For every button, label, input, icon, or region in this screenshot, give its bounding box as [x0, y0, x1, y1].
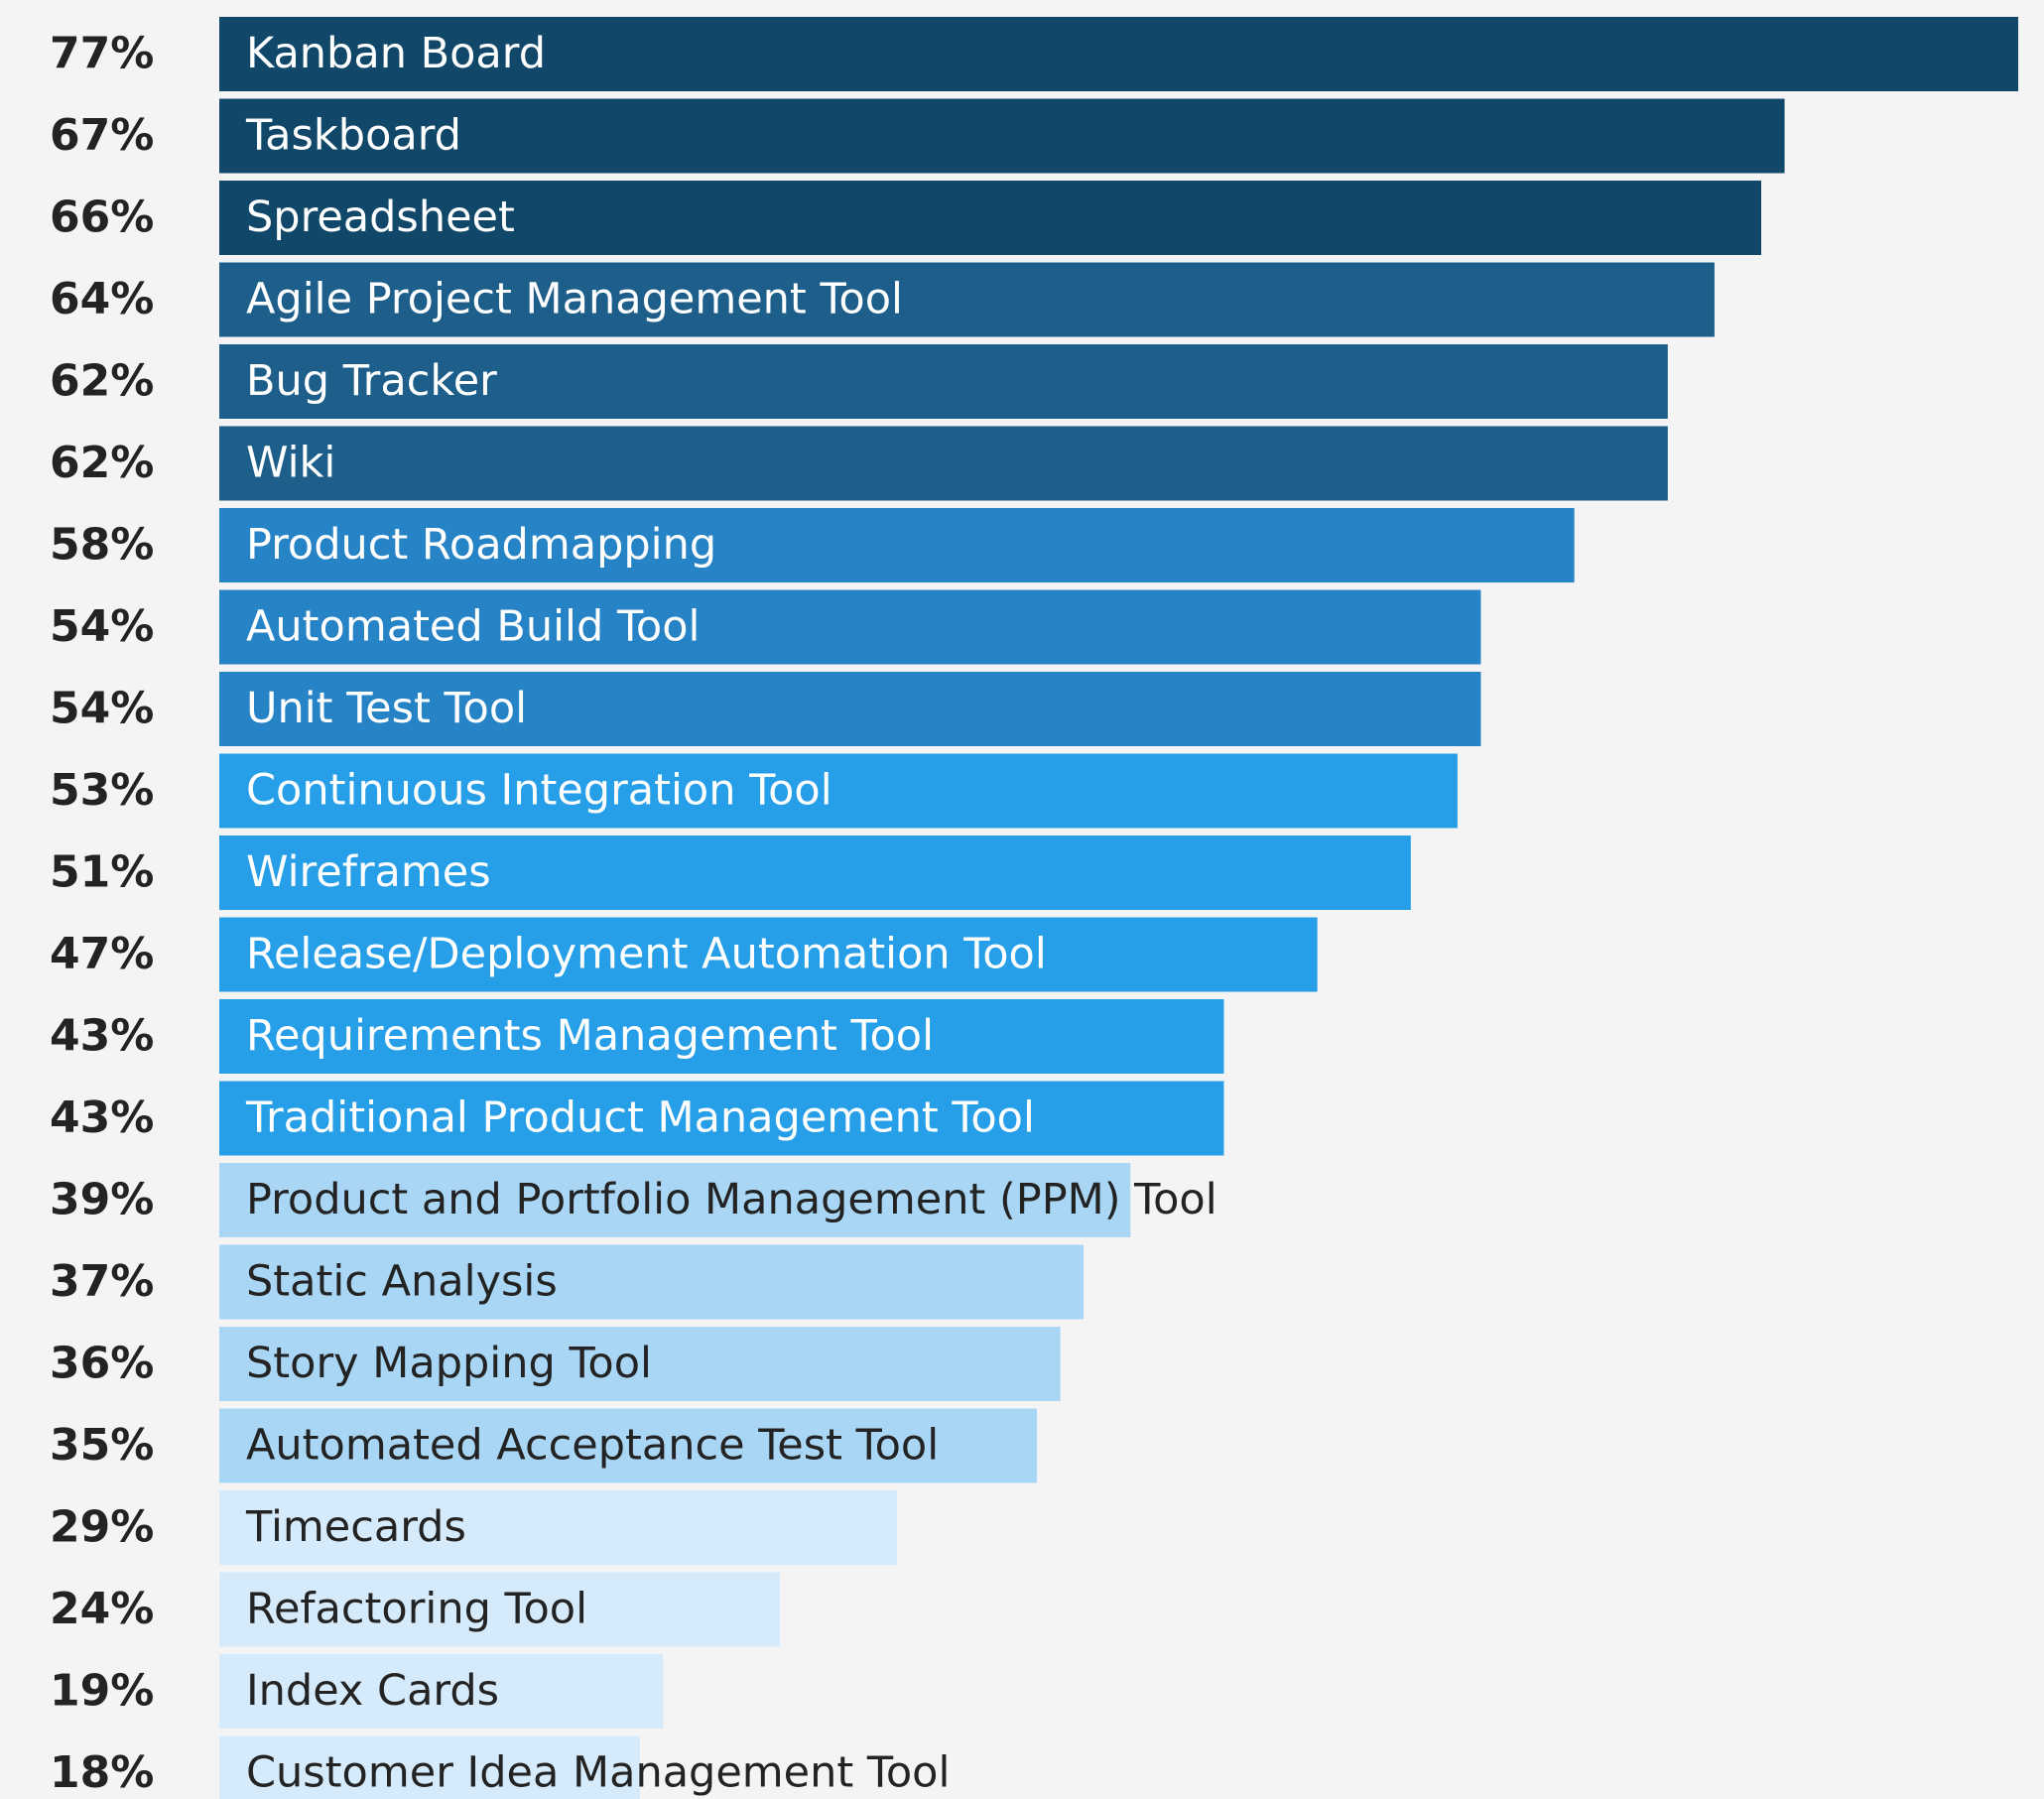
category-label: Kanban Board	[246, 29, 546, 78]
value-label: 35%	[50, 1420, 154, 1471]
category-label: Index Cards	[246, 1666, 499, 1716]
category-label: Traditional Product Management Tool	[245, 1093, 1035, 1143]
value-label: 29%	[50, 1502, 154, 1553]
category-label: Release/Deployment Automation Tool	[246, 930, 1047, 979]
value-label: 51%	[50, 847, 154, 898]
value-label: 53%	[50, 765, 154, 816]
bar	[219, 753, 1458, 829]
category-label: Spreadsheet	[246, 193, 515, 242]
category-label: Bug Tracker	[246, 356, 497, 406]
category-label: Static Analysis	[246, 1257, 558, 1307]
value-label: 62%	[50, 356, 154, 407]
bar	[219, 1408, 1038, 1483]
category-label: Refactoring Tool	[246, 1585, 587, 1634]
bar	[219, 1327, 1061, 1401]
bar	[219, 344, 1668, 419]
bar	[219, 508, 1575, 582]
value-label: 62%	[50, 438, 154, 488]
bar	[219, 181, 1761, 255]
value-label: 39%	[50, 1175, 154, 1225]
bar	[219, 672, 1481, 746]
category-label: Unit Test Tool	[246, 684, 527, 733]
value-label: 54%	[50, 601, 154, 652]
category-label: Continuous Integration Tool	[246, 766, 832, 816]
bar	[219, 999, 1224, 1074]
value-label: 58%	[50, 520, 154, 571]
value-label: 43%	[50, 1092, 154, 1143]
bar	[219, 1654, 664, 1729]
value-label: 24%	[50, 1584, 154, 1634]
value-label: 18%	[50, 1747, 154, 1798]
value-label: 19%	[50, 1666, 154, 1717]
category-label: Taskboard	[245, 111, 461, 161]
category-label: Timecards	[245, 1502, 466, 1552]
value-label: 37%	[50, 1256, 154, 1307]
category-label: Agile Project Management Tool	[246, 275, 903, 324]
bar	[219, 17, 2018, 91]
bar	[219, 1490, 897, 1565]
bar	[219, 262, 1715, 337]
value-label: 47%	[50, 929, 154, 979]
category-label: Product Roadmapping	[246, 520, 716, 570]
bar	[219, 1735, 640, 1799]
value-label: 77%	[50, 29, 154, 79]
bar	[219, 1163, 1131, 1237]
bar	[219, 835, 1411, 910]
bar	[219, 589, 1481, 665]
bar	[219, 1572, 781, 1647]
category-label: Wiki	[246, 439, 335, 488]
category-label: Automated Acceptance Test Tool	[246, 1421, 939, 1471]
category-label: Story Mapping Tool	[246, 1339, 652, 1388]
value-label: 43%	[50, 1011, 154, 1062]
value-label: 64%	[50, 274, 154, 324]
category-label: Customer Idea Management Tool	[246, 1748, 950, 1798]
category-label: Automated Build Tool	[246, 602, 700, 652]
value-label: 54%	[50, 684, 154, 734]
bar	[219, 1081, 1224, 1156]
value-label: 36%	[50, 1339, 154, 1389]
bar	[219, 426, 1668, 501]
category-label: Wireframes	[246, 847, 491, 897]
bar	[219, 98, 1785, 174]
value-label: 66%	[50, 193, 154, 243]
bar	[219, 917, 1318, 992]
category-label: Product and Portfolio Management (PPM) T…	[246, 1175, 1217, 1224]
value-label: 67%	[50, 110, 154, 161]
bar	[219, 1244, 1085, 1320]
category-label: Requirements Management Tool	[246, 1011, 934, 1061]
